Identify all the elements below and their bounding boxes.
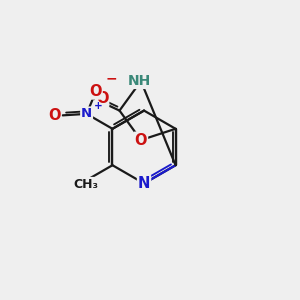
Text: N: N	[81, 107, 92, 120]
Text: +: +	[94, 101, 103, 111]
Text: O: O	[48, 108, 61, 123]
Text: O: O	[89, 84, 102, 99]
Text: O: O	[96, 91, 108, 106]
Text: −: −	[106, 71, 117, 85]
Text: NH: NH	[128, 74, 151, 88]
Text: N: N	[138, 176, 150, 191]
Text: CH₃: CH₃	[73, 178, 98, 191]
Text: O: O	[135, 133, 147, 148]
